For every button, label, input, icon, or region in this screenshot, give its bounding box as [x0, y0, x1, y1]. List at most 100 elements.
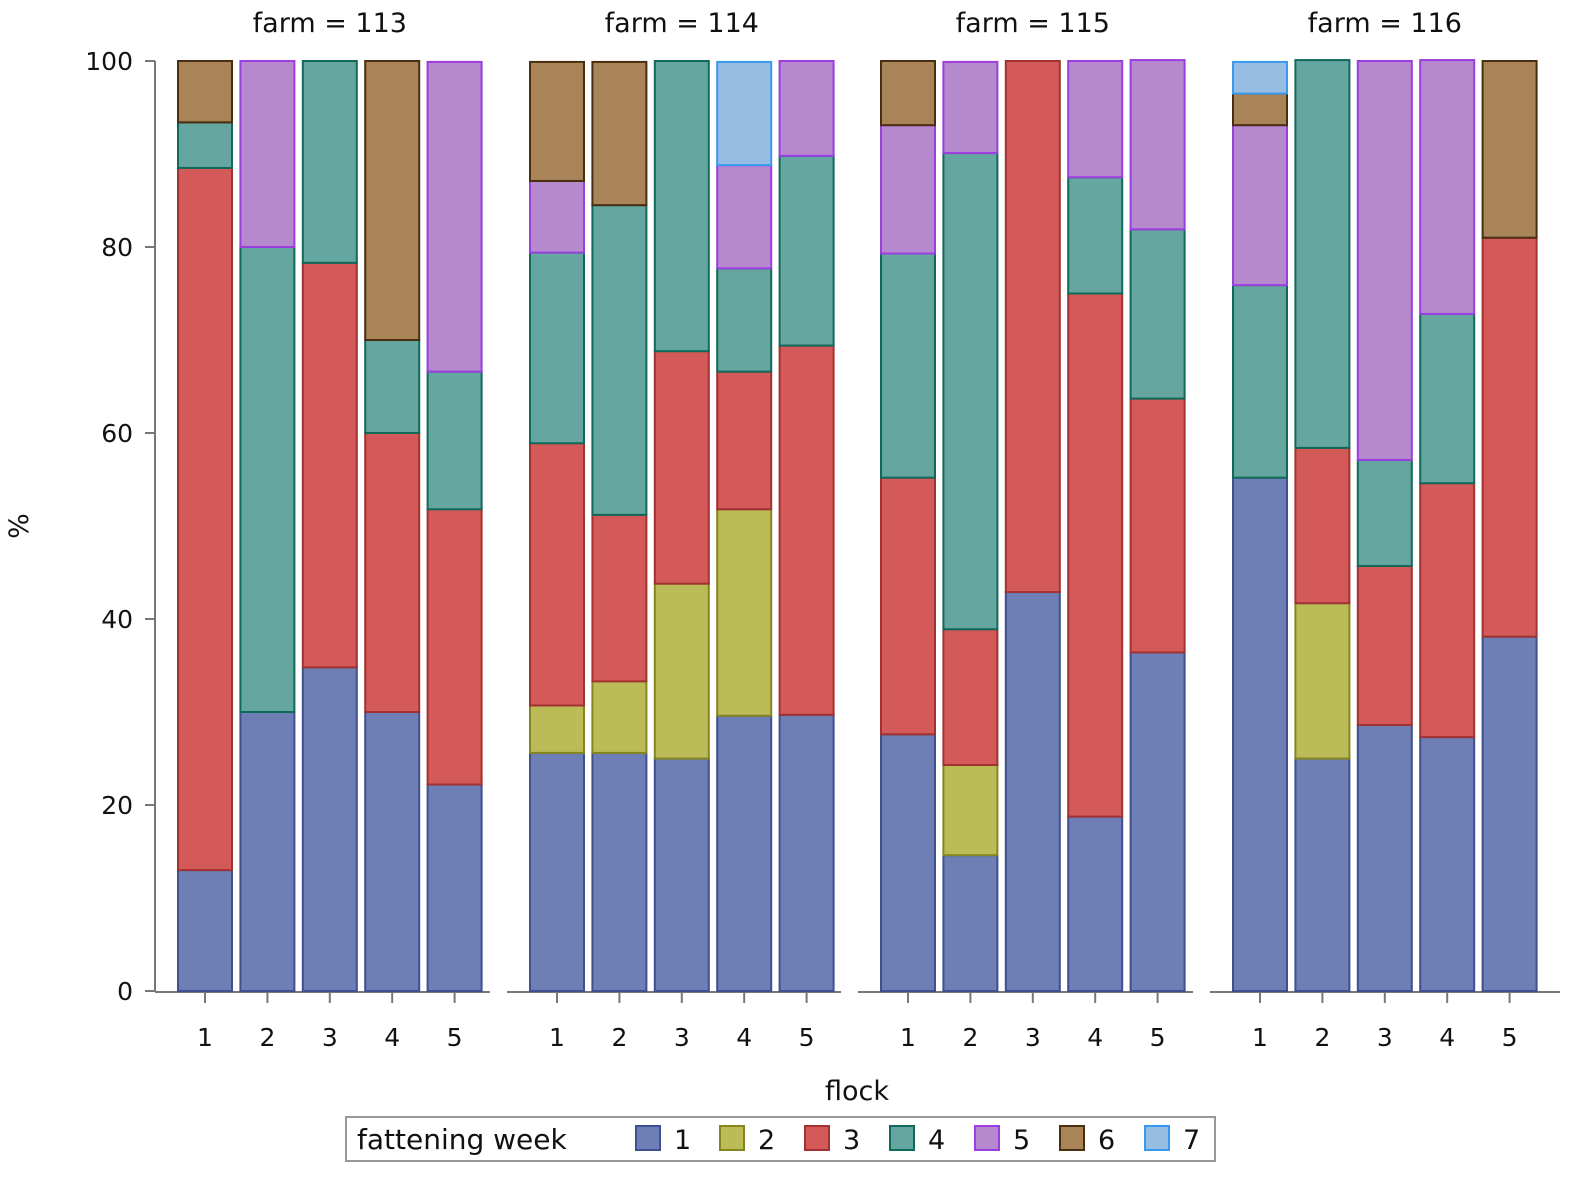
bar-segment-week-3 — [1419, 482, 1476, 739]
panel-title: farm = 115 — [956, 8, 1110, 39]
x-tick-label: 3 — [1377, 1023, 1393, 1052]
bar-segment-week-7 — [716, 60, 773, 167]
y-tick-label: 60 — [101, 419, 133, 448]
bar-segment-week-4 — [1294, 59, 1351, 449]
legend-label: 4 — [928, 1125, 945, 1156]
bar-segment-week-3 — [1294, 446, 1351, 605]
legend-label: 5 — [1013, 1125, 1030, 1156]
bar-segment-week-4 — [1129, 228, 1186, 400]
y-tick-label: 20 — [101, 791, 133, 820]
bar-segment-week-4 — [1067, 176, 1124, 295]
bar-segment-week-6 — [529, 60, 585, 182]
bar-segment-week-1 — [364, 711, 421, 992]
bar-segment-week-3 — [301, 261, 358, 669]
legend-label: 1 — [674, 1125, 691, 1156]
panel-title: farm = 114 — [605, 8, 759, 39]
bar-segment-week-6 — [591, 60, 648, 207]
bar-segment-week-3 — [529, 442, 585, 707]
legend-swatch-week-1 — [635, 1125, 661, 1151]
bar-segment-week-1 — [1419, 736, 1476, 992]
y-tick-label: 100 — [85, 47, 133, 76]
x-tick-label: 4 — [384, 1023, 400, 1052]
bar-segment-week-2 — [653, 582, 710, 760]
bar-segment-week-4 — [239, 246, 296, 713]
bar-segment-week-1 — [1294, 757, 1351, 992]
legend-swatch-week-7 — [1144, 1125, 1170, 1151]
bar-segment-week-1 — [942, 854, 999, 992]
bar-segment-week-4 — [653, 60, 710, 353]
bar-segment-week-3 — [426, 508, 483, 786]
legend-label: 7 — [1183, 1125, 1200, 1156]
x-tick-label: 4 — [1087, 1023, 1103, 1052]
bar-segment-week-3 — [177, 166, 233, 872]
x-tick-label: 1 — [549, 1023, 565, 1052]
bar-segment-week-4 — [778, 154, 835, 347]
bar-segment-week-5 — [426, 60, 483, 373]
x-axis-label: flock — [825, 1076, 889, 1107]
bar-segment-week-4 — [591, 204, 648, 516]
bar-segment-week-5 — [1067, 60, 1124, 179]
bar-segment-week-3 — [591, 513, 648, 683]
panel-title: farm = 113 — [253, 8, 407, 39]
bar-segment-week-4 — [177, 121, 233, 169]
bar-segment-week-3 — [364, 432, 421, 713]
bar-segment-week-5 — [529, 179, 585, 254]
bar-segment-week-4 — [1356, 458, 1413, 567]
bar-segment-week-1 — [1129, 651, 1186, 992]
y-tick-label: 40 — [101, 605, 133, 634]
x-tick-label: 5 — [799, 1023, 815, 1052]
legend-label: 2 — [758, 1125, 775, 1156]
legend-swatch-week-6 — [1059, 1125, 1085, 1151]
bar-segment-week-2 — [716, 508, 773, 717]
bar-segment-week-3 — [1067, 292, 1124, 818]
bar-segment-week-6 — [880, 60, 936, 127]
bar-segment-week-4 — [364, 339, 421, 434]
bar-segment-week-5 — [942, 60, 999, 155]
bar-segment-week-2 — [1294, 602, 1351, 760]
bar-segment-week-5 — [1232, 124, 1288, 287]
y-tick-label: 80 — [101, 233, 133, 262]
bar-segment-week-5 — [1356, 60, 1413, 461]
bar-segment-week-3 — [653, 350, 710, 585]
x-tick-label: 2 — [259, 1023, 275, 1052]
y-tick-label: 0 — [117, 977, 133, 1006]
panel-title: farm = 116 — [1308, 8, 1462, 39]
bar-segment-week-1 — [591, 751, 648, 992]
legend-label: 6 — [1098, 1125, 1115, 1156]
bar-segment-week-6 — [364, 60, 421, 341]
bar-segment-week-1 — [716, 714, 773, 992]
bar-segment-week-5 — [880, 124, 936, 255]
legend-swatch-week-3 — [804, 1125, 830, 1151]
legend-swatch-week-4 — [889, 1125, 915, 1151]
bar-segment-week-4 — [1419, 312, 1476, 485]
x-tick-label: 1 — [1252, 1023, 1268, 1052]
legend-swatch-week-2 — [719, 1125, 745, 1151]
bar-segment-week-5 — [778, 60, 835, 157]
legend-title: fattening week — [357, 1123, 567, 1156]
bar-segment-week-6 — [177, 60, 233, 124]
bar-segment-week-4 — [1232, 284, 1288, 479]
bar-segment-week-3 — [1356, 564, 1413, 727]
x-tick-label: 3 — [1025, 1023, 1041, 1052]
bar-segment-week-1 — [177, 869, 233, 992]
bar-segment-week-1 — [1067, 815, 1124, 992]
x-tick-label: 1 — [197, 1023, 213, 1052]
x-tick-label: 1 — [900, 1023, 916, 1052]
bar-segment-week-4 — [880, 252, 936, 479]
bar-segment-week-4 — [716, 267, 773, 373]
x-tick-label: 5 — [1150, 1023, 1166, 1052]
bar-segment-week-1 — [426, 783, 483, 992]
x-tick-label: 2 — [962, 1023, 978, 1052]
bar-segment-week-5 — [1129, 59, 1186, 231]
bar-segment-week-3 — [1481, 236, 1538, 638]
bar-segment-week-4 — [942, 152, 999, 631]
x-tick-label: 3 — [674, 1023, 690, 1052]
bar-segment-week-2 — [942, 764, 999, 857]
bar-segment-week-1 — [1481, 635, 1538, 992]
bar-segment-week-5 — [239, 60, 296, 248]
bar-segment-week-6 — [1232, 92, 1288, 127]
bar-segment-week-2 — [591, 680, 648, 754]
bar-segment-week-5 — [716, 164, 773, 270]
y-axis-label: % — [4, 513, 35, 539]
x-tick-label: 5 — [447, 1023, 463, 1052]
